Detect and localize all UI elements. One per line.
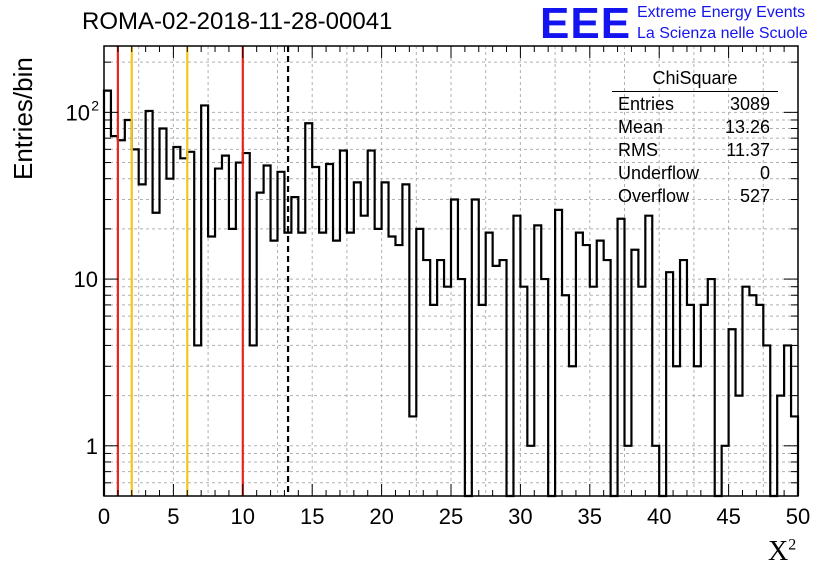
stats-row-mean: Mean 13.26 (618, 117, 770, 137)
x-tick-label: 25 (439, 504, 463, 529)
x-axis-label-text: X (768, 536, 789, 567)
stats-title: ChiSquare (612, 68, 778, 92)
y-tick-label-sup: 2 (91, 97, 99, 113)
x-tick-label: 50 (786, 504, 810, 529)
x-tick-label: 20 (369, 504, 393, 529)
stats-row-underflow: Underflow 0 (618, 163, 770, 183)
x-tick-label: 40 (647, 504, 671, 529)
x-tick-label: 5 (167, 504, 179, 529)
y-axis-label: Entries/bin (8, 57, 38, 180)
x-tick-label: 10 (231, 504, 255, 529)
x-tick-label: 35 (578, 504, 602, 529)
x-tick-label: 45 (716, 504, 740, 529)
y-tick-label: 1 (86, 434, 98, 459)
x-tick-label: 0 (98, 504, 110, 529)
chart-title: ROMA-02-2018-11-28-00041 (82, 8, 393, 35)
x-axis-label-sup: 2 (788, 536, 797, 554)
histogram-series (102, 89, 800, 498)
y-tick-label: 10 (66, 100, 90, 125)
stats-row-entries: Entries 3089 (618, 94, 770, 114)
stats-row-overflow: Overflow 527 (618, 186, 770, 206)
stats-box: ChiSquare Entries 3089 Mean 13.26 RMS 11.37… (612, 68, 778, 208)
eee-logo: EEE (540, 0, 632, 48)
x-tick-label: 30 (508, 504, 532, 529)
logo-line-1: Extreme Energy Events (637, 4, 806, 21)
x-tick-label: 15 (300, 504, 324, 529)
y-tick-label: 10 (74, 267, 98, 292)
logo-line-2: La Scienza nelle Scuole (637, 25, 808, 42)
x-axis-label: X2 (768, 536, 796, 568)
stats-row-rms: RMS 11.37 (618, 140, 770, 160)
